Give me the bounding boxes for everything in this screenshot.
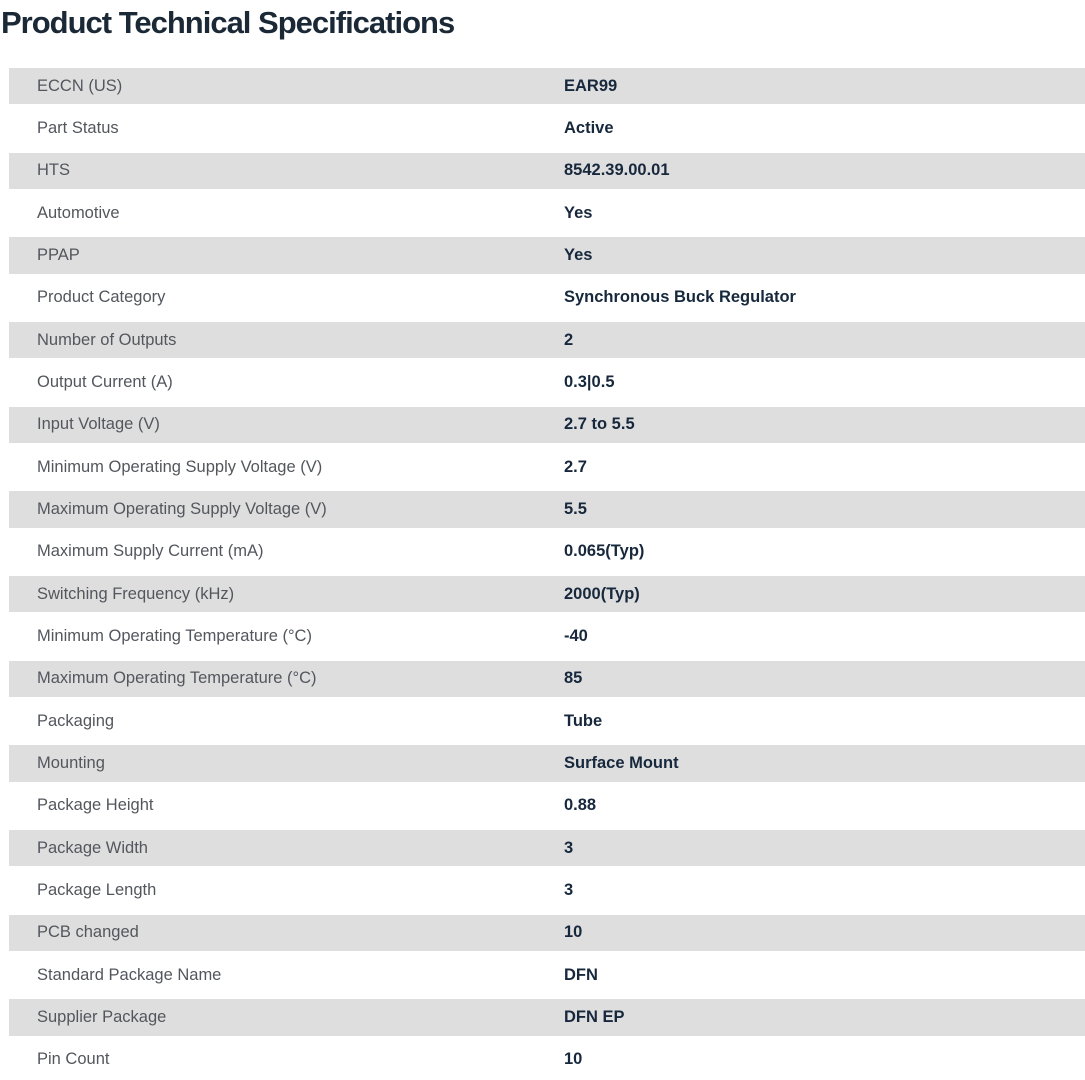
spec-value: 2000(Typ): [564, 584, 640, 603]
spec-value: Yes: [564, 245, 593, 264]
spec-value: Synchronous Buck Regulator: [564, 288, 796, 307]
spec-row: Packaging Tube: [9, 700, 1085, 742]
spec-row: Package Height 0.88: [9, 785, 1085, 827]
spec-row: Number of Outputs 2: [9, 319, 1085, 361]
page-title: Product Technical Specifications: [1, 5, 455, 40]
spec-label: Standard Package Name: [37, 965, 222, 984]
spec-value: 3: [564, 880, 574, 899]
spec-row: HTS 8542.39.00.01: [9, 150, 1085, 192]
spec-value: 2.7: [564, 457, 587, 476]
spec-value: 85: [564, 669, 583, 688]
spec-row: Supplier Package DFN EP: [9, 996, 1085, 1038]
spec-value: 0.88: [564, 796, 597, 815]
spec-label: HTS: [37, 161, 70, 180]
spec-row: Part Status Active: [9, 107, 1085, 149]
spec-value: EAR99: [564, 76, 618, 95]
spec-label: Supplier Package: [37, 1007, 167, 1026]
spec-label: Package Width: [37, 838, 148, 857]
spec-row: Maximum Operating Supply Voltage (V) 5.5: [9, 488, 1085, 530]
spec-value: 2.7 to 5.5: [564, 415, 635, 434]
spec-value: 2: [564, 330, 574, 349]
spec-value: Surface Mount: [564, 753, 679, 772]
spec-value: 0.3|0.5: [564, 372, 615, 391]
spec-label: Mounting: [37, 753, 105, 772]
spec-label: Maximum Operating Supply Voltage (V): [37, 499, 327, 518]
page-header: Product Technical Specifications: [0, 0, 1085, 65]
spec-label: Input Voltage (V): [37, 415, 160, 434]
spec-label: Product Category: [37, 288, 166, 307]
spec-label: Pin Count: [37, 1050, 110, 1069]
spec-value: Tube: [564, 711, 603, 730]
spec-value: Active: [564, 118, 614, 137]
spec-label: Packaging: [37, 711, 115, 730]
spec-label: ECCN (US): [37, 76, 123, 95]
spec-row: Input Voltage (V) 2.7 to 5.5: [9, 404, 1085, 446]
spec-row: Minimum Operating Temperature (°C) -40: [9, 615, 1085, 657]
spec-table: ECCN (US) EAR99 Part Status Active HTS 8…: [0, 65, 1085, 1080]
spec-row: Package Width 3: [9, 827, 1085, 869]
spec-value: Yes: [564, 203, 593, 222]
spec-row: Standard Package Name DFN: [9, 954, 1085, 996]
spec-value: DFN EP: [564, 1007, 625, 1026]
spec-label: Part Status: [37, 118, 119, 137]
spec-label: Output Current (A): [37, 372, 173, 391]
spec-value: 0.065(Typ): [564, 542, 645, 561]
spec-value: 8542.39.00.01: [564, 161, 670, 180]
spec-value: 5.5: [564, 499, 587, 518]
spec-row: Output Current (A) 0.3|0.5: [9, 361, 1085, 403]
spec-row: Minimum Operating Supply Voltage (V) 2.7: [9, 446, 1085, 488]
spec-label: Number of Outputs: [37, 330, 177, 349]
spec-label: Switching Frequency (kHz): [37, 584, 235, 603]
spec-row: Pin Count 10: [9, 1039, 1085, 1080]
spec-row: ECCN (US) EAR99: [9, 65, 1085, 107]
spec-label: Automotive: [37, 203, 120, 222]
spec-value: 10: [564, 1050, 583, 1069]
spec-row: PPAP Yes: [9, 234, 1085, 276]
spec-value: DFN: [564, 965, 598, 984]
spec-value: 3: [564, 838, 574, 857]
spec-label: PPAP: [37, 245, 80, 264]
spec-value: 10: [564, 923, 583, 942]
spec-label: Maximum Supply Current (mA): [37, 542, 264, 561]
spec-row: Mounting Surface Mount: [9, 742, 1085, 784]
spec-label: PCB changed: [37, 923, 139, 942]
spec-value: -40: [564, 626, 588, 645]
spec-row: PCB changed 10: [9, 912, 1085, 954]
spec-label: Minimum Operating Supply Voltage (V): [37, 457, 323, 476]
spec-label: Maximum Operating Temperature (°C): [37, 669, 317, 688]
spec-row: Maximum Operating Temperature (°C) 85: [9, 658, 1085, 700]
spec-label: Package Height: [37, 796, 154, 815]
spec-row: Package Length 3: [9, 869, 1085, 911]
spec-label: Minimum Operating Temperature (°C): [37, 626, 312, 645]
spec-row: Switching Frequency (kHz) 2000(Typ): [9, 573, 1085, 615]
spec-row: Maximum Supply Current (mA) 0.065(Typ): [9, 531, 1085, 573]
spec-row: Automotive Yes: [9, 192, 1085, 234]
spec-label: Package Length: [37, 880, 157, 899]
spec-row: Product Category Synchronous Buck Regula…: [9, 277, 1085, 319]
